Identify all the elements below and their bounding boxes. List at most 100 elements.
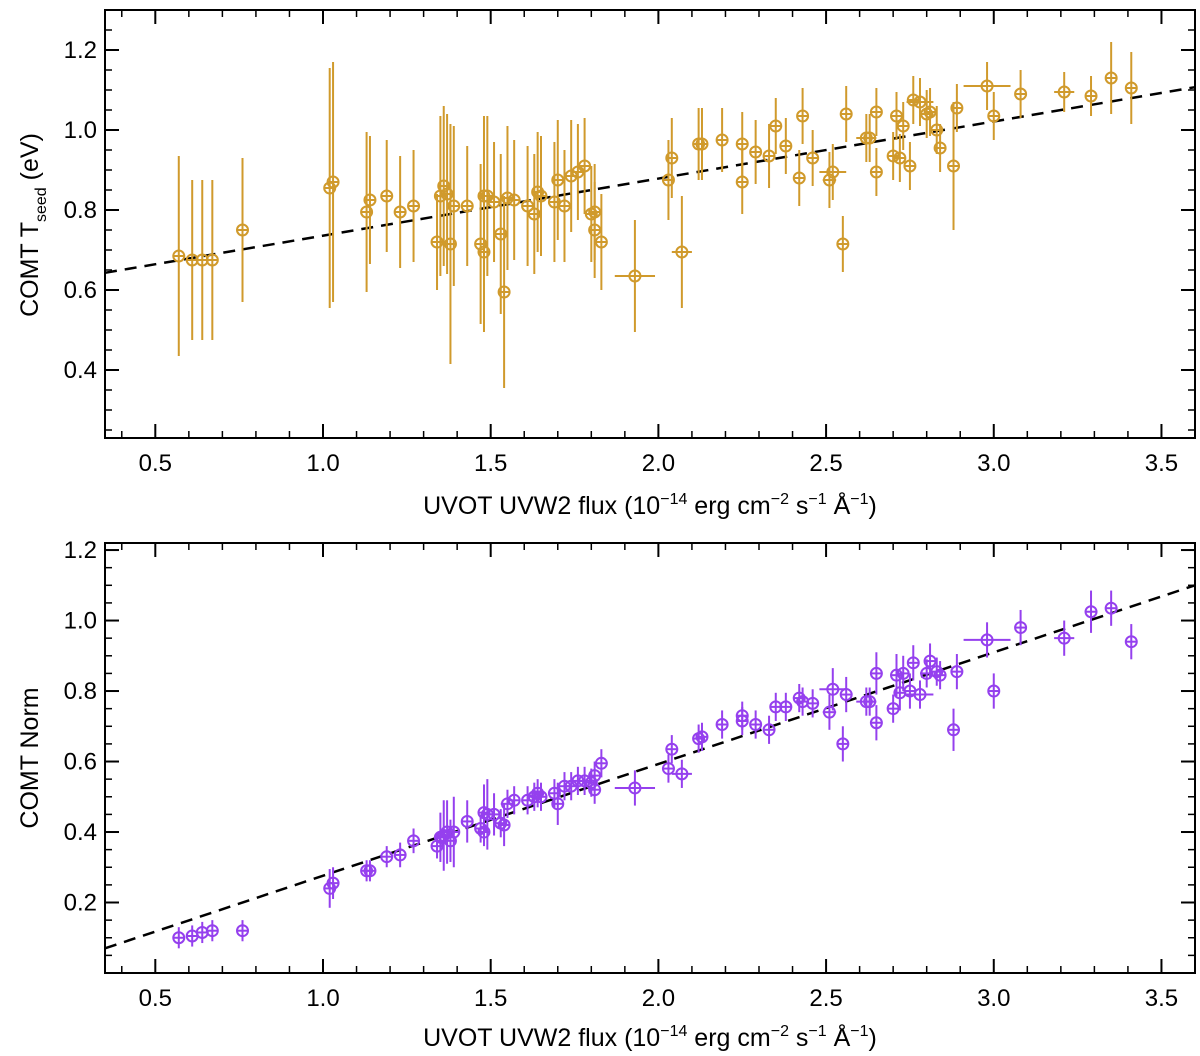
top-data-point [762,124,776,188]
top-data-point [769,98,783,154]
top-panel: 0.5 1.0 1.5 2.0 2.5 3.0 3.5 0.4 0.6 0.8 1.0 1.2 UVO… [16,9,1196,520]
top-point-marker [735,137,749,151]
top-data-point [594,194,608,290]
top-data-point [695,108,709,180]
top-point-marker [628,269,642,283]
top-data-point [447,126,461,286]
top-point-marker [886,149,900,163]
top-point-marker [893,151,907,165]
top-x-tick-label: 2.5 [809,450,842,477]
top-point-marker [1057,85,1071,99]
bottom-data-point [947,708,961,751]
bottom-point-marker [665,742,679,756]
bottom-point-marker [1124,635,1138,649]
bottom-data-point [447,796,461,868]
bottom-data-point [578,766,592,796]
top-data-point [205,180,219,340]
bottom-point-marker [474,821,488,835]
top-point-marker [447,199,461,213]
top-point-marker [675,245,689,259]
top-data-point [836,216,850,272]
top-data-point [588,164,602,260]
top-point-marker [551,173,565,187]
top-data-point [1014,70,1028,118]
bottom-data-point [185,925,199,947]
bottom-point-marker [447,825,461,839]
top-x-axis-label: UVOT UVW2 flux (10−14 erg cm−2 s−1 Å−1) [423,490,877,520]
bottom-point-marker [836,737,850,751]
top-point-marker [896,119,910,133]
top-data-point [963,62,1011,110]
bottom-point-marker [913,688,927,702]
bottom-data-point [1104,590,1118,626]
bottom-data-point [172,927,186,949]
bottom-data-point [869,652,883,695]
top-x-tick-label: 3.5 [1145,450,1178,477]
bottom-point-marker [896,666,910,680]
bottom-data-point [588,775,602,804]
top-y-tick-label: 0.4 [64,357,97,384]
bottom-point-marker [578,774,592,788]
top-data-point [380,140,394,252]
bottom-panel: 0.5 1.0 1.5 2.0 2.5 3.0 3.50.20.40.60.81.01.2 … [16,537,1196,1052]
top-point-marker [437,179,451,193]
top-data-point [903,142,917,190]
bottom-data-point [1124,624,1138,660]
top-point-marker [440,187,454,201]
bottom-data-point [521,786,535,815]
bottom-data-point [534,782,548,811]
bottom-data-point [762,715,776,744]
top-fit-line [104,85,1196,275]
bottom-point-marker [172,931,186,945]
top-data-point [806,130,820,186]
top-data-points [172,42,1138,388]
bottom-data-point [460,800,474,843]
bottom-point-marker [839,688,853,702]
top-point-marker [769,119,783,133]
top-data-point [792,150,806,206]
bottom-fit-line-group [104,584,1196,950]
top-point-marker [749,145,763,159]
top-point-marker [1014,87,1028,101]
bottom-point-marker [869,716,883,730]
bottom-data-point [326,867,340,899]
top-point-marker [890,109,904,123]
bottom-point-marker [735,709,749,723]
top-data-point [665,118,679,198]
bottom-data-point [735,701,749,730]
bottom-point-marker [1084,605,1098,619]
top-point-marker [487,195,501,209]
bottom-data-point [500,789,515,818]
top-tick-marks [105,9,1196,438]
bottom-x-tick-label: 3.5 [1145,985,1178,1012]
top-data-point [819,144,847,200]
top-point-marker [507,193,521,207]
bottom-point-marker [380,850,394,864]
bottom-data-point [906,645,920,681]
bottom-y-tick-label: 1.0 [64,608,97,635]
top-data-point [1104,42,1118,114]
bottom-data-point [923,643,937,679]
bottom-point-marker [792,691,806,705]
bottom-data-point [886,694,900,723]
bottom-point-marker [749,718,763,732]
top-point-marker [796,109,810,123]
top-data-point [527,154,541,274]
top-point-marker [695,137,709,151]
top-y-tick-label: 0.6 [64,277,97,304]
top-point-marker [715,133,729,147]
bottom-x-axis-label: UVOT UVW2 flux (10−14 erg cm−2 s−1 Å−1) [423,1022,877,1052]
top-data-point [749,120,763,184]
bottom-y-tick-label: 0.4 [64,819,97,846]
top-point-marker [903,159,917,173]
top-data-point [947,102,961,230]
top-data-point [460,146,474,266]
top-data-point [487,142,501,262]
top-data-point [236,158,250,302]
top-point-marker [933,141,947,155]
bottom-data-point [671,759,692,788]
top-point-marker [360,205,374,219]
bottom-x-tick-label: 2.0 [642,985,675,1012]
top-data-point [534,136,548,256]
bottom-y-tick-label: 0.6 [64,749,97,776]
